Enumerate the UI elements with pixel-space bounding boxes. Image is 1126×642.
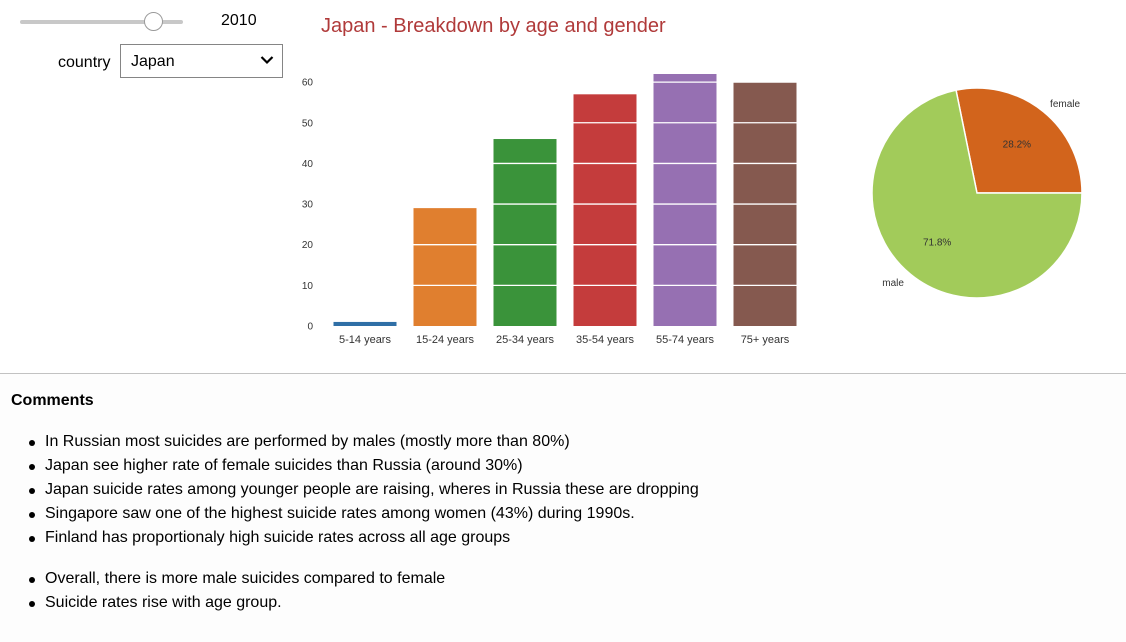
x-tick-label: 5-14 years: [339, 334, 391, 346]
comments-heading: Comments: [11, 392, 94, 409]
comments-list: In Russian most suicides are performed b…: [0, 430, 699, 550]
y-tick-label: 10: [302, 281, 314, 292]
x-tick-label: 15-24 years: [416, 334, 475, 346]
pie-category-label: male: [882, 278, 904, 289]
y-tick-label: 0: [307, 322, 313, 333]
country-label: country: [58, 54, 111, 71]
pie-slice: [955, 87, 1083, 194]
bar: [333, 321, 397, 326]
bar-chart: 0 10 20 30 40 50 60 5-14 years 15-24 years 25-34 …: [302, 74, 805, 346]
y-tick-label: 20: [302, 240, 314, 251]
chart-title: Japan - Breakdown by age and gender: [321, 15, 666, 37]
country-select-value: Japan: [131, 53, 175, 70]
pie-category-label: female: [1050, 99, 1080, 110]
list-item: Japan suicide rates among younger people…: [29, 478, 699, 502]
x-tick-label: 35-54 years: [576, 334, 635, 346]
x-tick-label: 25-34 years: [496, 334, 555, 346]
bar: [573, 94, 637, 327]
country-select[interactable]: Japan: [120, 44, 283, 78]
slider-thumb[interactable]: [143, 12, 163, 31]
bar: [413, 208, 477, 326]
y-tick-label: 50: [302, 118, 314, 129]
dashboard-panel: 2010 country Japan Japan - Breakdown by …: [20, 12, 1083, 346]
y-tick-label: 40: [302, 159, 314, 170]
list-item: Suicide rates rise with age group.: [28, 591, 445, 615]
list-item: Overall, there is more male suicides com…: [28, 567, 445, 591]
pie-value-label: 71.8%: [923, 237, 951, 248]
year-value: 2010: [221, 12, 257, 29]
list-item: Japan see higher rate of female suicides…: [29, 454, 699, 478]
bar: [653, 74, 717, 326]
list-item: Finland has proportionaly high suicide r…: [29, 526, 699, 550]
chevron-down-icon: [260, 56, 274, 65]
year-slider[interactable]: [20, 12, 183, 32]
x-tick-label: 75+ years: [741, 334, 790, 346]
slider-track[interactable]: [20, 20, 183, 24]
list-item: In Russian most suicides are performed b…: [29, 430, 699, 454]
y-tick-label: 60: [302, 78, 314, 89]
section-divider: [0, 373, 1126, 374]
x-tick-label: 55-74 years: [656, 334, 715, 346]
list-item: Singapore saw one of the highest suicide…: [29, 502, 699, 526]
pie-chart: 28.2% female 71.8% male: [871, 87, 1083, 299]
bar: [493, 139, 557, 326]
y-tick-label: 30: [302, 200, 314, 211]
summary-list: Overall, there is more male suicides com…: [0, 567, 445, 615]
pie-slice: [871, 89, 1083, 299]
pie-value-label: 28.2%: [1003, 140, 1031, 151]
